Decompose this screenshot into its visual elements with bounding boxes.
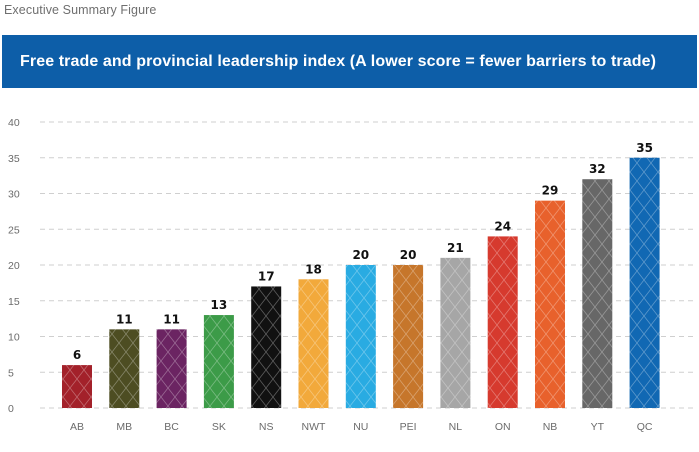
bar-pei	[393, 265, 424, 408]
bar-pattern	[440, 257, 471, 408]
value-label: 24	[494, 219, 511, 233]
bar-bc	[156, 329, 187, 408]
value-label: 18	[305, 262, 322, 276]
x-category-label: AB	[70, 421, 84, 433]
bar-sk	[203, 315, 234, 408]
bar-ab	[62, 365, 92, 408]
y-tick-label: 40	[8, 117, 20, 129]
value-label: 13	[211, 298, 228, 312]
x-category-label: QC	[637, 421, 653, 433]
figure-supertitle: Executive Summary Figure	[4, 3, 157, 17]
bar-mb	[109, 329, 140, 408]
y-tick-label: 0	[8, 403, 14, 415]
y-tick-label: 20	[8, 260, 20, 272]
x-category-label: YT	[591, 421, 605, 433]
x-category-label: NL	[449, 421, 463, 433]
y-axis-ticks: 0 5 10 15 20 25 30 35 40	[8, 117, 20, 415]
bar-nl	[440, 257, 471, 408]
bar-pattern	[203, 315, 234, 408]
value-label: 11	[116, 312, 133, 326]
bar-nu	[345, 265, 376, 408]
bar-qc	[629, 157, 660, 408]
x-category-label: BC	[164, 421, 179, 433]
x-category-label: NB	[543, 421, 558, 433]
value-label: 20	[352, 248, 369, 262]
chart-title: Free trade and provincial leadership ind…	[20, 52, 657, 70]
bar-pattern	[487, 236, 518, 408]
x-category-label: NU	[353, 421, 368, 433]
bar-ns	[251, 286, 282, 408]
bar-nwt	[298, 279, 329, 408]
y-tick-label: 15	[8, 296, 20, 308]
value-label: 35	[636, 141, 653, 155]
bars	[62, 157, 660, 408]
bar-pattern	[535, 200, 565, 408]
bar-nb	[535, 200, 565, 408]
y-tick-label: 30	[8, 189, 20, 201]
bar-pattern	[298, 279, 329, 408]
value-label: 6	[73, 348, 81, 362]
bar-pattern	[629, 157, 660, 408]
value-label: 11	[163, 312, 180, 326]
bar-pattern	[251, 286, 282, 408]
x-category-label: NS	[259, 421, 274, 433]
x-category-label: NWT	[302, 421, 326, 433]
bar-yt	[582, 179, 613, 408]
value-label: 32	[589, 162, 606, 176]
bar-on	[487, 236, 518, 408]
x-category-label: ON	[495, 421, 511, 433]
value-label: 29	[542, 184, 559, 198]
value-label: 20	[400, 248, 417, 262]
y-tick-label: 35	[8, 153, 20, 165]
bar-pattern	[345, 265, 376, 408]
x-axis-categories: AB MB BC SK NS NWT NU PEI NL ON NB YT QC	[70, 421, 653, 433]
bar-pattern	[582, 179, 613, 408]
bar-pattern	[109, 329, 140, 408]
x-category-label: SK	[212, 421, 226, 433]
x-category-label: MB	[116, 421, 132, 433]
x-category-label: PEI	[400, 421, 417, 433]
y-tick-label: 25	[8, 224, 20, 236]
value-labels: 6 11 11 13 17 18 20 20 21 24 29 32 35	[73, 141, 653, 362]
bar-pattern	[393, 265, 424, 408]
title-banner: Free trade and provincial leadership ind…	[2, 35, 697, 88]
bar-chart: 0 5 10 15 20 25 30 35 40 6 11 11 13 17 18 20 20 21 24 29 32…	[8, 117, 695, 433]
y-tick-label: 10	[8, 332, 20, 344]
value-label: 21	[447, 241, 464, 255]
bar-pattern	[156, 329, 187, 408]
y-tick-label: 5	[8, 367, 14, 379]
bar-pattern	[62, 365, 92, 408]
value-label: 17	[258, 269, 275, 283]
